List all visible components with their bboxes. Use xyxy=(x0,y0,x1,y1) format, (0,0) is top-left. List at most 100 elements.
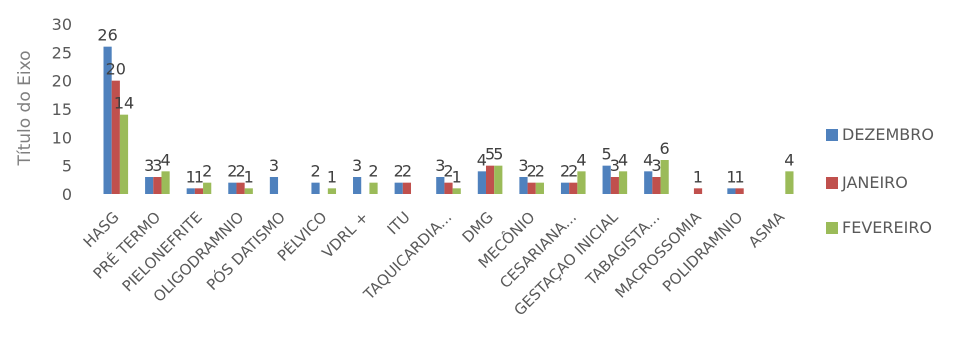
category-label: VDRL + xyxy=(318,208,372,262)
data-label: 2 xyxy=(202,162,212,181)
bar xyxy=(693,188,703,194)
data-label: 4 xyxy=(618,150,628,169)
bar xyxy=(269,177,279,194)
bar xyxy=(785,171,794,194)
data-label: 1 xyxy=(327,167,337,186)
legend-label: JANEIRO xyxy=(841,173,908,192)
bar xyxy=(660,160,669,194)
data-label: 2 xyxy=(227,162,237,181)
data-label: 26 xyxy=(97,26,117,45)
category-label: ASMA xyxy=(745,208,789,252)
data-label: 3 xyxy=(144,156,154,175)
bar xyxy=(327,188,337,194)
bar xyxy=(119,114,129,194)
legend-label: DEZEMBRO xyxy=(842,125,934,144)
data-label: 2 xyxy=(535,162,545,181)
data-label: 4 xyxy=(477,150,487,169)
data-label: 1 xyxy=(452,167,462,186)
data-label: 4 xyxy=(576,150,586,169)
data-label: 1 xyxy=(726,167,736,186)
y-tick-label: 20 xyxy=(52,72,72,91)
bar xyxy=(161,171,170,194)
bar xyxy=(103,46,112,194)
data-label: 5 xyxy=(485,145,495,164)
data-label: 4 xyxy=(784,150,794,169)
data-label: 20 xyxy=(106,60,126,79)
bar xyxy=(652,177,661,194)
data-label: 3 xyxy=(352,156,362,175)
bar xyxy=(244,188,253,194)
bar xyxy=(194,188,204,194)
bar xyxy=(602,165,611,194)
y-axis-ticks: 0 5 10 15 20 25 30 xyxy=(52,15,72,204)
data-label: 2 xyxy=(235,162,245,181)
y-tick-label: 25 xyxy=(52,43,72,62)
y-tick-label: 10 xyxy=(52,128,72,147)
bar xyxy=(153,177,162,194)
bar xyxy=(644,171,653,194)
bar xyxy=(577,171,586,194)
bar xyxy=(727,188,736,194)
data-label: 4 xyxy=(160,150,170,169)
data-label: 1 xyxy=(194,167,204,186)
bar xyxy=(485,165,495,194)
data-label: 1 xyxy=(186,167,196,186)
bar xyxy=(569,182,578,194)
bar xyxy=(228,182,237,194)
bar xyxy=(111,80,120,194)
data-label: 1 xyxy=(693,167,703,186)
legend-swatch xyxy=(826,222,838,234)
data-label: 2 xyxy=(443,162,453,181)
category-label: DMG xyxy=(459,208,497,246)
y-tick-label: 15 xyxy=(52,100,72,119)
data-label: 2 xyxy=(310,162,320,181)
legend: DEZEMBRO JANEIRO FEVEREIRO xyxy=(826,125,934,237)
data-label: 6 xyxy=(660,139,670,158)
data-label: 2 xyxy=(527,162,537,181)
bar xyxy=(436,177,445,194)
y-tick-label: 0 xyxy=(62,185,72,204)
bar xyxy=(236,182,245,194)
legend-swatch xyxy=(826,177,838,189)
bars xyxy=(103,46,794,194)
bar xyxy=(560,182,570,194)
bar xyxy=(735,188,744,194)
data-label: 5 xyxy=(602,145,612,164)
data-label: 2 xyxy=(368,162,378,181)
legend-label: FEVEREIRO xyxy=(842,218,932,237)
data-label: 2 xyxy=(402,162,412,181)
data-label: 2 xyxy=(394,162,404,181)
legend-swatch xyxy=(826,129,838,141)
bar xyxy=(618,171,628,194)
bar xyxy=(519,177,528,194)
bar xyxy=(394,182,403,194)
data-label: 3 xyxy=(269,156,279,175)
data-label: 1 xyxy=(735,167,745,186)
data-label: 3 xyxy=(435,156,445,175)
data-label: 14 xyxy=(114,94,134,113)
bar xyxy=(186,188,195,194)
y-axis-title: Título do Eixo xyxy=(15,50,35,166)
data-label: 3 xyxy=(610,156,620,175)
data-label: 1 xyxy=(244,167,254,186)
data-label: 5 xyxy=(493,145,503,164)
bar xyxy=(145,177,154,194)
bar xyxy=(477,171,486,194)
bar xyxy=(353,177,362,194)
data-label: 3 xyxy=(152,156,162,175)
bar xyxy=(311,182,320,194)
bar xyxy=(444,182,453,194)
y-tick-label: 5 xyxy=(62,157,72,176)
data-label: 2 xyxy=(560,162,570,181)
bar xyxy=(452,188,461,194)
bar xyxy=(535,182,544,194)
bar xyxy=(527,182,536,194)
data-label: 2 xyxy=(568,162,578,181)
bar xyxy=(203,182,212,194)
bar xyxy=(610,177,619,194)
bar xyxy=(402,182,412,194)
data-label: 4 xyxy=(643,150,653,169)
